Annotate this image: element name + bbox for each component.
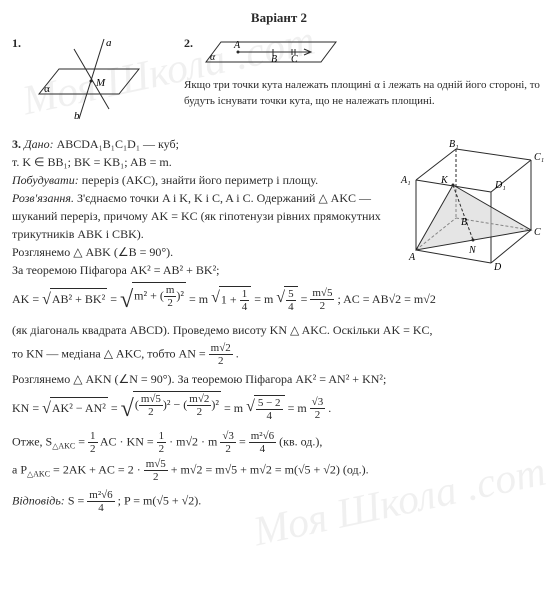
svg-text:C: C bbox=[291, 54, 298, 65]
prob2-text: Якщо три точки кута належать площині α і… bbox=[184, 77, 546, 110]
svg-text:B: B bbox=[461, 217, 467, 228]
svg-text:A: A bbox=[233, 40, 241, 51]
figure-1: a b M α bbox=[24, 34, 154, 129]
svg-text:D₁: D₁ bbox=[494, 180, 506, 191]
svg-text:b: b bbox=[74, 110, 80, 122]
s7: Розглянемо △ AKN (∠N = 90°). За теоремою… bbox=[12, 370, 546, 388]
eq-p: а P△AKC = 2AK + AC = 2 · m√52 + m√2 = m√… bbox=[12, 458, 546, 483]
prob1-num: 1. bbox=[12, 34, 21, 52]
problem-3: A B C D A₁ B₁ C₁ D₁ K N 3. Дано: ABCDA₁B… bbox=[12, 135, 546, 515]
build-label: Побудувати: bbox=[12, 173, 79, 187]
eq-kn: KN = AK² − AN² = (m√52)² − (m√22)² = m 5… bbox=[12, 391, 546, 427]
variant-header: Варіант 2 bbox=[12, 8, 546, 28]
problem-2: 2. A B C α Якщо три точки кута належать … bbox=[184, 34, 546, 129]
svg-text:B₁: B₁ bbox=[449, 139, 459, 150]
svg-text:B: B bbox=[271, 54, 277, 65]
prob3-num: 3. bbox=[12, 135, 21, 153]
eq-s: Отже, S△AKC = 12 AC · KN = 12 · m√2 · m … bbox=[12, 430, 546, 455]
svg-text:M: M bbox=[95, 77, 106, 89]
svg-text:C₁: C₁ bbox=[534, 152, 544, 163]
svg-text:A: A bbox=[408, 252, 416, 263]
s6: то KN — медіана △ AKC, тобто AN = m√22 . bbox=[12, 342, 546, 367]
svg-text:α: α bbox=[210, 52, 216, 63]
svg-text:C: C bbox=[534, 227, 541, 238]
svg-text:A₁: A₁ bbox=[400, 175, 411, 186]
svg-text:a: a bbox=[106, 37, 112, 49]
given-text2: т. K ∈ BB₁; BK = KB₁; AB = m. bbox=[12, 155, 172, 169]
build-text: переріз (AKC), знайти його периметр і пл… bbox=[82, 173, 318, 187]
answer: Відповідь: S = m²√64 ; P = m(√5 + √2). bbox=[12, 489, 546, 514]
svg-text:N: N bbox=[468, 245, 477, 256]
s2: Розглянемо △ ABK (∠B = 90°). bbox=[12, 245, 173, 259]
given-text: ABCDA₁B₁C₁D₁ — куб; bbox=[57, 137, 179, 151]
s5: (як діагональ квадрата ABCD). Проведемо … bbox=[12, 321, 546, 339]
solve-label: Розв'язання. bbox=[12, 191, 74, 205]
figure-3: A B C D A₁ B₁ C₁ D₁ K N bbox=[391, 135, 546, 275]
figure-2: A B C α bbox=[196, 34, 346, 75]
prob2-num: 2. bbox=[184, 34, 193, 52]
given-label: Дано: bbox=[24, 137, 54, 151]
problem-1: 1. a b M α bbox=[12, 34, 172, 129]
s3: За теоремою Піфагора AK² = AB² + BK²; bbox=[12, 263, 220, 277]
svg-text:α: α bbox=[44, 83, 50, 95]
svg-text:K: K bbox=[440, 175, 449, 186]
eq-ak: AK = AB² + BK² = m² + (m2)² = m 1 + 14 =… bbox=[12, 282, 546, 318]
svg-text:D: D bbox=[493, 262, 502, 270]
